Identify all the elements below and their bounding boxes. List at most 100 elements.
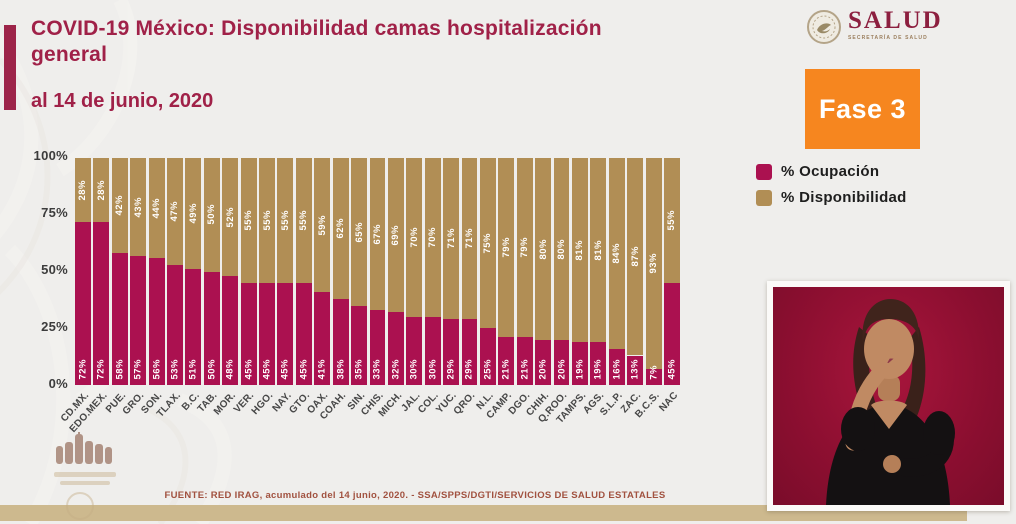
disponibilidad-segment: 81% <box>571 158 588 342</box>
disponibilidad-segment: 93% <box>645 158 662 370</box>
disponibilidad-segment: 55% <box>295 158 312 283</box>
ocupacion-value-label: 58% <box>114 359 126 380</box>
disponibilidad-segment: 28% <box>93 158 110 222</box>
salud-seal-icon <box>807 10 841 44</box>
bar-ver: 55% 45% VER. <box>232 158 257 415</box>
x-axis-label: NAC <box>657 390 681 414</box>
ocupacion-segment <box>406 316 423 385</box>
disponibilidad-segment: 81% <box>590 158 607 342</box>
ocupacion-segment <box>277 282 294 385</box>
salud-sub-wordmark: SECRETARÍA DE SALUD <box>848 35 928 41</box>
ocupacion-value-label: 53% <box>169 359 181 380</box>
ocupacion-value-label: 45% <box>261 359 273 380</box>
disponibilidad-segment: 84% <box>608 158 625 349</box>
disponibilidad-value-label: 81% <box>574 239 586 261</box>
bar-mor: 52% 48% MOR. <box>212 158 239 417</box>
ocupacion-value-label: 45% <box>298 359 310 380</box>
ocupacion-segment <box>75 221 91 385</box>
y-tick: 0% <box>48 376 68 391</box>
ocupacion-value-label: 33% <box>371 359 383 380</box>
bar-qro: 71% 29% QRO. <box>452 158 478 417</box>
ocupacion-value-label: 20% <box>537 359 549 380</box>
bar-camp: 79% 21% CAMP. <box>485 158 514 421</box>
watermark-logo <box>54 432 116 520</box>
ocupacion-segment <box>461 319 478 385</box>
ocupacion-segment <box>295 282 312 385</box>
disponibilidad-segment: 80% <box>553 158 570 340</box>
disponibilidad-segment: 49% <box>185 158 202 270</box>
salud-logo: SALUD SECRETARÍA DE SALUD <box>806 8 943 46</box>
disponibilidad-value-label: 50% <box>206 204 218 225</box>
ocupacion-value-label: 45% <box>243 359 255 380</box>
disponibilidad-value-label: 59% <box>316 214 328 236</box>
bar-tab: 50% 50% TAB. <box>196 158 220 415</box>
disponibilidad-value-label: 55% <box>279 210 291 231</box>
ocupacion-segment <box>608 348 625 385</box>
ocupacion-segment <box>387 312 404 385</box>
disponibilidad-value-label: 69% <box>390 224 402 246</box>
disponibilidad-value-label: 55% <box>243 210 255 231</box>
disponibilidad-segment: 28% <box>75 158 91 222</box>
bar-gto: 55% 45% GTO. <box>287 158 312 416</box>
ocupacion-value-label: 21% <box>519 359 531 380</box>
disponibilidad-value-label: 80% <box>556 238 568 260</box>
bar-qroo: 80% 20% Q.ROO. <box>537 158 570 425</box>
ocupacion-value-label: 21% <box>500 359 512 380</box>
legend-swatch <box>756 189 772 206</box>
ocupacion-value-label: 45% <box>279 359 291 380</box>
disponibilidad-segment: 52% <box>222 158 239 277</box>
ocupacion-value-label: 19% <box>574 359 586 380</box>
ocupacion-segment <box>443 319 460 385</box>
legend-item: % Disponibilidad <box>756 189 907 206</box>
ocupacion-segment <box>314 291 331 385</box>
ocupacion-segment <box>479 328 496 385</box>
y-tick: 100% <box>33 148 68 163</box>
ocupacion-value-label: 19% <box>592 359 604 380</box>
disponibilidad-value-label: 43% <box>132 196 144 218</box>
source-note: FUENTE: RED IRAG, acumulado del 14 junio… <box>164 490 666 501</box>
bar-slp: 84% 16% S.L.P. <box>598 158 625 418</box>
ocupacion-value-label: 30% <box>408 359 420 380</box>
bar-son: 44% 56% SON. <box>140 158 165 416</box>
bar-zac: 87% 13% ZAC. <box>619 158 643 415</box>
bar-coah: 62% 38% COAH. <box>318 158 349 422</box>
sign-language-video <box>767 281 1010 511</box>
ocupacion-segment <box>259 282 275 385</box>
slide-title: COVID-19 México: Disponibilidad camas ho… <box>31 17 602 67</box>
salud-wordmark: SALUD <box>848 7 943 34</box>
disponibilidad-segment: 43% <box>130 158 147 256</box>
bar-dgo: 79% 21% DGO. <box>507 158 533 417</box>
disponibilidad-value-label: 42% <box>114 195 126 216</box>
disponibilidad-segment: 80% <box>535 158 552 340</box>
bar-gro: 43% 57% GRO. <box>121 158 147 417</box>
bar-ags: 81% 19% AGS. <box>581 158 607 416</box>
bars-area: 28% 72% CD.MX. 28% 72% EDO.MEX. 42% 58% PUE. 43% 5… <box>59 158 680 435</box>
bar-nay: 55% 45% NAY. <box>270 158 294 414</box>
ocupacion-value-label: 16% <box>611 359 623 380</box>
bar-nac: 55% 45% NAC <box>657 158 680 414</box>
disponibilidad-value-label: 62% <box>335 218 347 239</box>
legend-item: % Ocupación <box>756 163 907 180</box>
legend-label: % Disponibilidad <box>781 189 907 206</box>
ocupacion-value-label: 45% <box>666 359 678 380</box>
ocupacion-value-label: 13% <box>629 359 641 380</box>
ocupacion-value-label: 50% <box>206 359 218 380</box>
disponibilidad-segment: 42% <box>111 158 128 254</box>
disponibilidad-value-label: 71% <box>445 228 457 249</box>
ocupacion-value-label: 56% <box>151 359 163 380</box>
disponibilidad-value-label: 47% <box>169 201 181 222</box>
disponibilidad-value-label: 52% <box>224 206 236 228</box>
y-axis: 100% 75% 50% 25% 0% <box>0 149 68 399</box>
bar-chih: 80% 20% CHIH. <box>524 158 552 418</box>
video-screen <box>773 287 1004 505</box>
disponibilidad-value-label: 44% <box>151 197 163 219</box>
ocupacion-value-label: 29% <box>463 359 475 380</box>
ocupacion-segment <box>111 253 128 385</box>
disponibilidad-value-label: 75% <box>482 232 494 254</box>
ocupacion-segment <box>167 264 183 385</box>
disponibilidad-segment: 70% <box>424 158 441 317</box>
legend-swatch <box>756 163 772 180</box>
ocupacion-segment <box>185 269 202 385</box>
ocupacion-segment <box>93 221 110 385</box>
ocupacion-segment <box>240 282 257 385</box>
